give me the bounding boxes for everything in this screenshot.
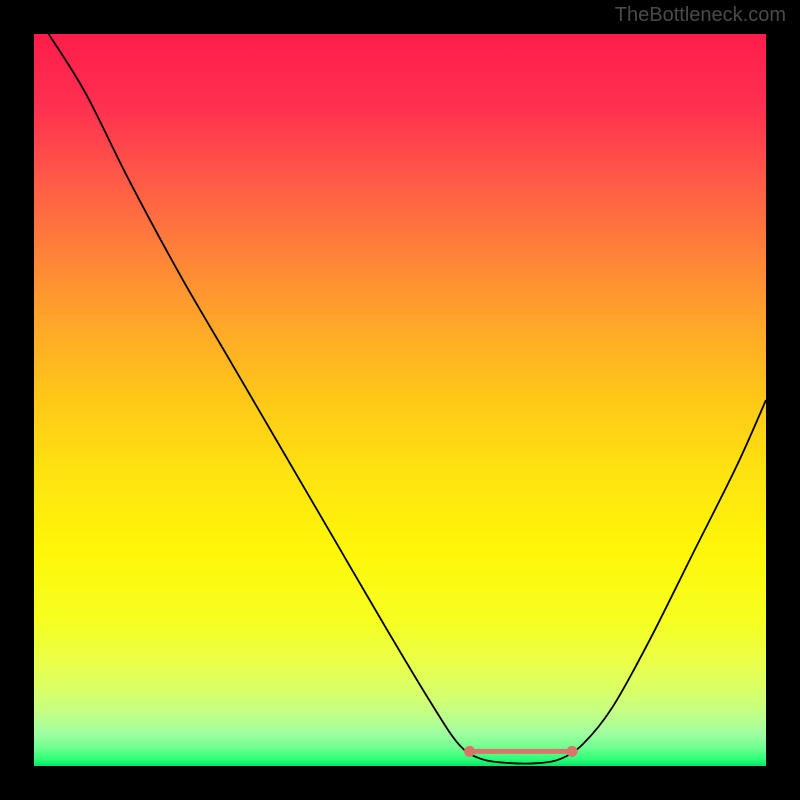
bottleneck-chart [34, 34, 766, 766]
chart-background [34, 34, 766, 766]
chart-container [34, 34, 766, 766]
watermark-text: TheBottleneck.com [615, 4, 786, 27]
highlight-start-marker [464, 746, 475, 757]
highlight-end-marker [567, 746, 578, 757]
